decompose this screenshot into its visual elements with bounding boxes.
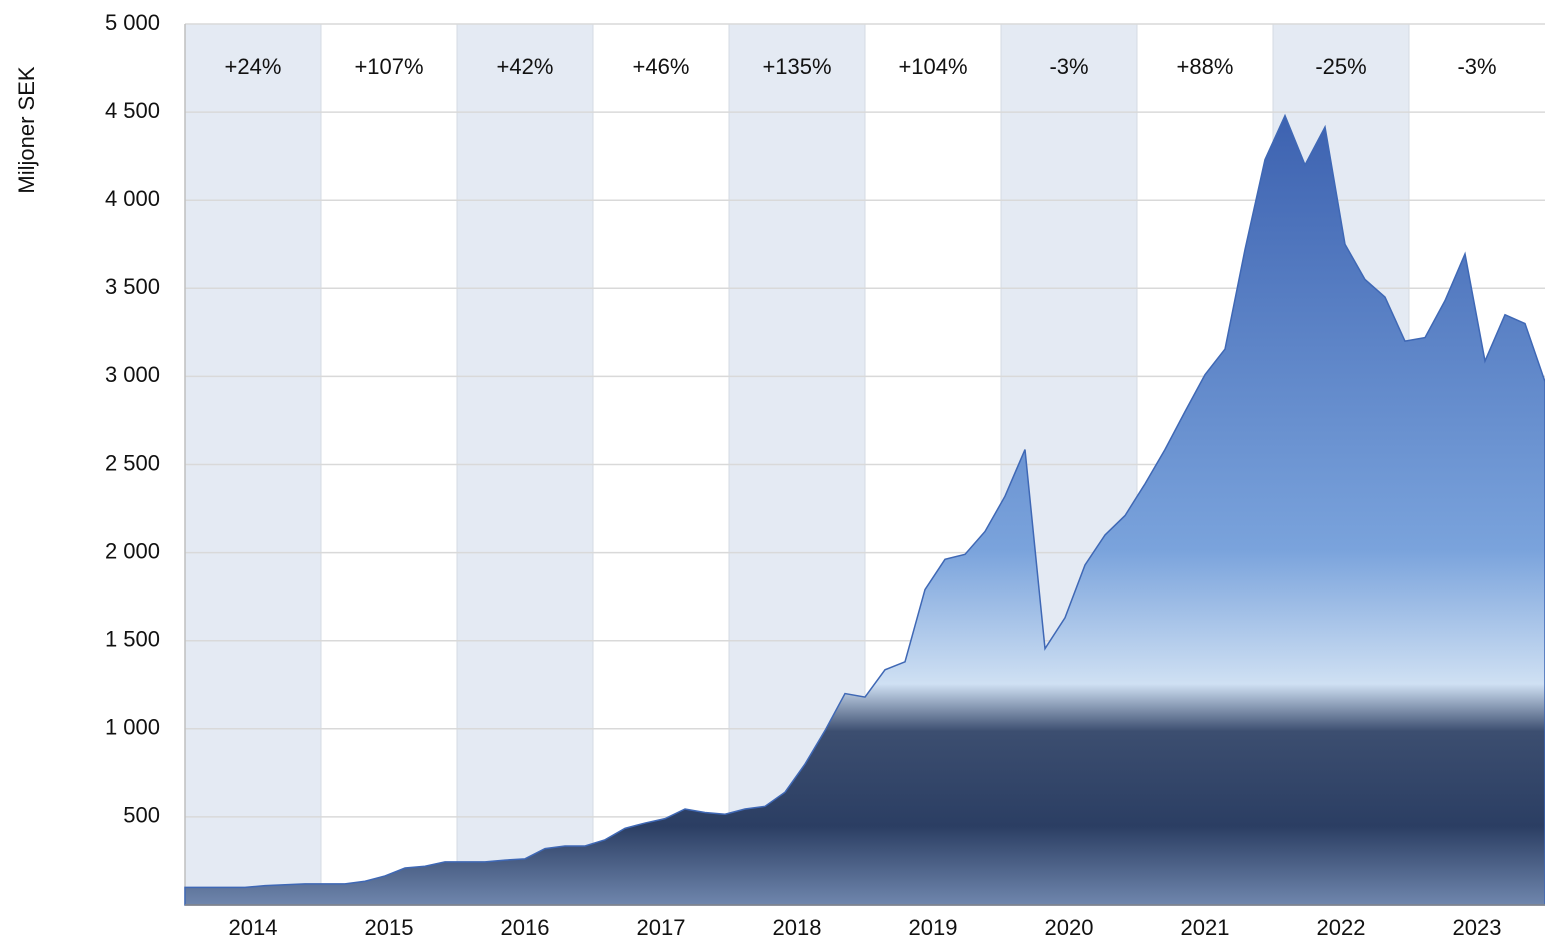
x-tick-label: 2017 — [637, 915, 686, 940]
change-annotation: +46% — [633, 54, 690, 79]
change-annotation: +88% — [1177, 54, 1234, 79]
y-tick-label: 3 500 — [105, 274, 160, 299]
x-tick-label: 2014 — [229, 915, 278, 940]
y-tick-label: 2 000 — [105, 538, 160, 563]
change-annotation: -3% — [1457, 54, 1496, 79]
y-tick-label: 5 000 — [105, 10, 160, 35]
x-tick-label: 2021 — [1181, 915, 1230, 940]
y-tick-label: 1 500 — [105, 627, 160, 652]
change-annotation: +135% — [762, 54, 831, 79]
x-tick-label: 2015 — [365, 915, 414, 940]
y-tick-label: 4 000 — [105, 186, 160, 211]
change-annotation: +104% — [898, 54, 967, 79]
x-tick-label: 2018 — [773, 915, 822, 940]
change-annotation: -25% — [1315, 54, 1366, 79]
change-annotation: -3% — [1049, 54, 1088, 79]
x-tick-label: 2016 — [501, 915, 550, 940]
y-tick-label: 1 000 — [105, 715, 160, 740]
x-tick-label: 2022 — [1317, 915, 1366, 940]
change-annotation: +42% — [497, 54, 554, 79]
y-tick-label: 500 — [123, 803, 160, 828]
y-tick-label: 3 000 — [105, 362, 160, 387]
area — [184, 113, 1545, 906]
change-annotation: +107% — [354, 54, 423, 79]
y-tick-label: 4 500 — [105, 98, 160, 123]
x-tick-label: 2023 — [1453, 915, 1502, 940]
x-tick-label: 2020 — [1045, 915, 1094, 940]
change-annotation: +24% — [225, 54, 282, 79]
y-tick-label: 2 500 — [105, 450, 160, 475]
y-axis-label: Miljoner SEK — [14, 66, 39, 193]
x-tick-label: 2019 — [909, 915, 958, 940]
